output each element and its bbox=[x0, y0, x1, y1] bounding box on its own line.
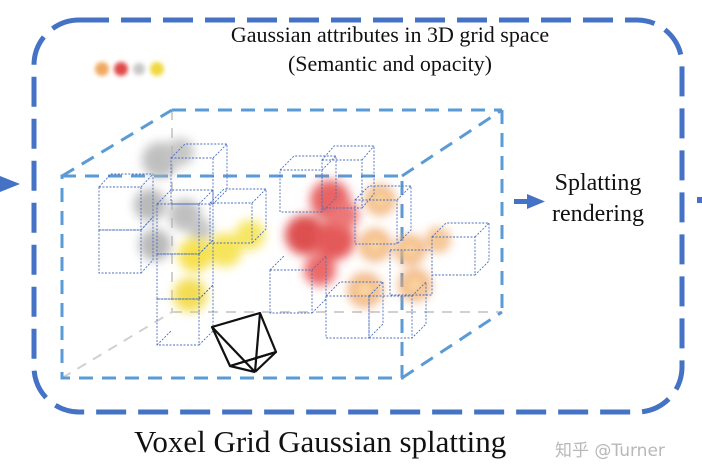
gaussian-cluster-orange bbox=[348, 185, 450, 307]
camera-frustum-icon bbox=[210, 311, 278, 374]
splatting-arrow-icon bbox=[514, 194, 545, 209]
diagram-title: Gaussian attributes in 3D grid space (Se… bbox=[140, 20, 640, 78]
gaussian-cluster-yellow bbox=[173, 220, 265, 312]
label-line-1: Splatting bbox=[554, 170, 642, 196]
swatch-red bbox=[114, 62, 128, 76]
watermark: 知乎 @Turner bbox=[555, 441, 665, 461]
label-line-2: rendering bbox=[552, 201, 644, 227]
legend-swatches bbox=[95, 62, 164, 76]
gaussian-cluster-gray bbox=[134, 138, 212, 261]
output-arrow-stub-icon bbox=[697, 197, 702, 203]
input-arrow-icon bbox=[0, 176, 20, 192]
swatch-yellow bbox=[150, 62, 164, 76]
gaussian-cluster-red bbox=[285, 180, 359, 286]
swatch-gray bbox=[133, 63, 145, 75]
title-line-2: (Semantic and opacity) bbox=[287, 51, 493, 76]
splatting-rendering-label: Splatting rendering bbox=[552, 168, 644, 230]
voxel-grid bbox=[98, 143, 490, 346]
figure-caption: Voxel Grid Gaussian splatting bbox=[134, 424, 507, 459]
outer-dashed-border bbox=[31, 17, 685, 415]
swatch-orange bbox=[95, 62, 109, 76]
title-line-1: Gaussian attributes in 3D grid space bbox=[230, 22, 550, 47]
